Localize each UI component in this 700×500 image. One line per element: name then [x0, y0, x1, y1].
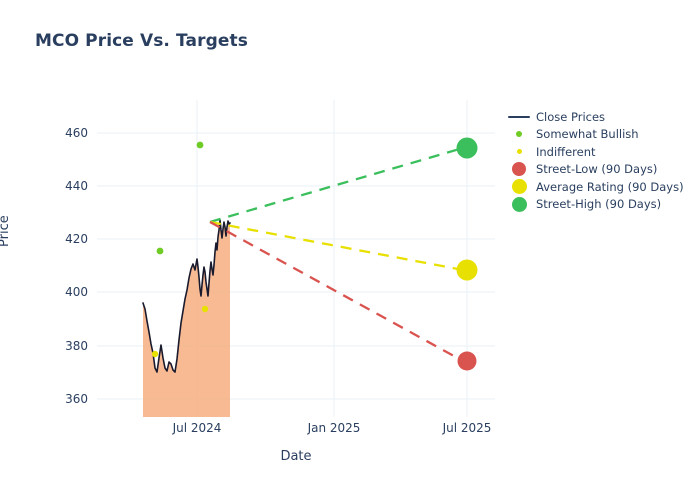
y-axis-ticks: 460 440 420 400 380 360 [48, 100, 88, 417]
x-axis-title: Date [280, 449, 312, 464]
x-axis-ticks: Jul 2024 Jan 2025 Jul 2025 [97, 421, 495, 441]
x-tick-label: Jul 2024 [172, 421, 222, 435]
legend-line-icon [505, 115, 533, 118]
plot-area [97, 100, 495, 417]
legend-dot-icon [505, 179, 533, 195]
legend-item-somewhat-bullish[interactable]: Somewhat Bullish [505, 126, 684, 144]
legend-label: Close Prices [536, 109, 606, 124]
y-tick-label: 440 [65, 179, 88, 193]
somewhat-bullish-dot [156, 247, 164, 255]
y-tick-label: 380 [65, 339, 88, 353]
y-tick-label: 360 [65, 392, 88, 406]
legend-item-close-prices[interactable]: Close Prices [505, 108, 684, 126]
legend-label: Street-Low (90 Days) [536, 162, 658, 177]
horizontal-gridlines [97, 132, 495, 400]
x-tick-label: Jan 2025 [307, 421, 361, 435]
street-low-dashed-line [209, 220, 464, 363]
y-tick-label: 400 [65, 285, 88, 299]
somewhat-bullish-dot [196, 141, 204, 149]
legend-dot-icon [505, 196, 533, 212]
y-tick-label: 460 [65, 126, 88, 140]
street-high-dashed-line [209, 146, 464, 224]
legend-item-street-low[interactable]: Street-Low (90 Days) [505, 161, 684, 179]
average-rating-dashed-line [209, 220, 464, 272]
street-high-target-marker[interactable] [456, 137, 478, 159]
legend-label: Street-High (90 Days) [536, 197, 662, 212]
legend-item-indifferent[interactable]: Indifferent [505, 143, 684, 161]
legend-item-average-rating[interactable]: Average Rating (90 Days) [505, 178, 684, 196]
x-tick-label: Jul 2025 [442, 421, 492, 435]
indifferent-dot [151, 350, 159, 358]
y-axis-title: Price [0, 215, 12, 247]
average-rating-target-marker[interactable] [456, 259, 478, 281]
indifferent-dot [201, 305, 209, 313]
street-low-target-marker[interactable] [457, 351, 477, 371]
legend-dot-icon [505, 162, 533, 177]
y-tick-label: 420 [65, 232, 88, 246]
legend-label: Indifferent [536, 144, 596, 159]
legend-item-street-high[interactable]: Street-High (90 Days) [505, 196, 684, 214]
legend-label: Average Rating (90 Days) [536, 179, 684, 194]
vertical-gridlines [196, 100, 468, 417]
chart-title: MCO Price Vs. Targets [35, 31, 248, 51]
legend-dot-icon [505, 149, 533, 155]
legend-dot-icon [505, 131, 533, 138]
plot-svg [97, 100, 495, 417]
chart-legend: Close Prices Somewhat Bullish Indifferen… [505, 108, 684, 213]
legend-label: Somewhat Bullish [536, 127, 639, 142]
